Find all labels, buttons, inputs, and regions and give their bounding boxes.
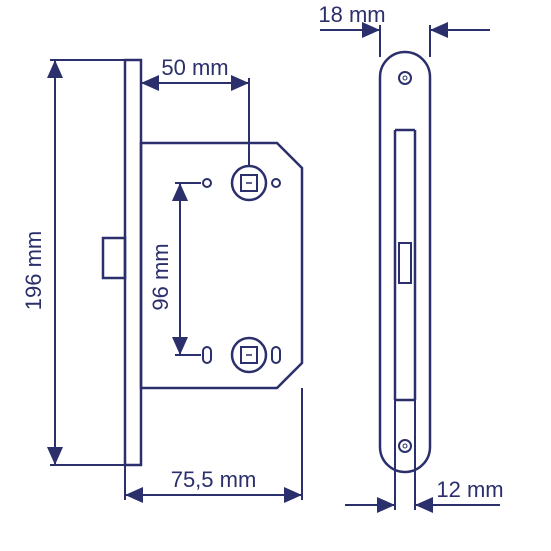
faceplate (125, 60, 141, 465)
screw-hole-bottom (399, 440, 411, 452)
dimension-label: 12 mm (436, 477, 503, 502)
dimension-label: 96 mm (148, 243, 173, 310)
latch-opening (399, 243, 411, 283)
screw-hole-top (399, 72, 411, 84)
lock-technical-drawing: 196 mm 50 mm 96 mm 75,5 mm 18 mm 12 mm (0, 0, 551, 551)
dimension-label: 18 mm (318, 2, 385, 27)
dimension-label: 75,5 mm (171, 467, 257, 492)
strike-plate (380, 52, 430, 472)
dimension-label: 50 mm (161, 55, 228, 80)
dimension-label: 196 mm (21, 231, 46, 310)
latch-bolt (103, 238, 125, 278)
